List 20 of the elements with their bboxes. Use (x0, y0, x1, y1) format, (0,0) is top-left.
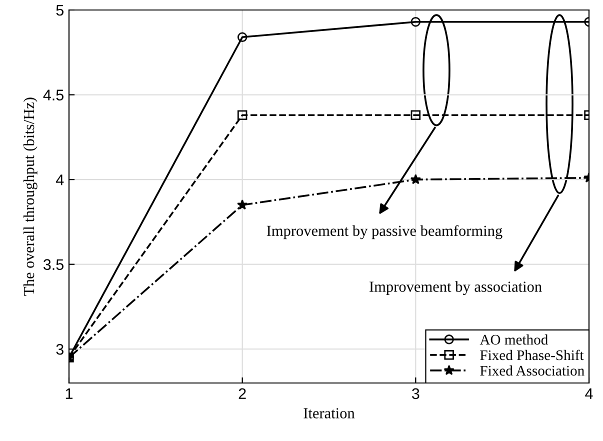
x-tick-label: 1 (66, 388, 73, 399)
y-tick-label: 4 (56, 174, 64, 186)
point (237, 199, 248, 210)
y-tick-label: 3.5 (43, 259, 64, 270)
y-tick-label: 4.5 (43, 90, 64, 100)
x-tick-label: 3 (412, 388, 420, 400)
y-tick-label: 3 (56, 344, 64, 355)
y-axis-title: The overall throughput (bits/Hz) (23, 98, 38, 296)
x-tick-label: 2 (238, 388, 246, 399)
annotation: Improvement by association (370, 281, 542, 296)
x-axis-title: Iteration (304, 408, 355, 418)
y-tick-label: 5 (56, 5, 64, 16)
legend-label: Fixed Association (480, 365, 584, 376)
point (237, 32, 248, 42)
legend-label: AO method (480, 334, 548, 345)
point (410, 17, 421, 27)
x-tick-label: 4 (585, 388, 593, 399)
legend-label: Fixed Phase-Shift (480, 350, 584, 360)
point (410, 174, 421, 184)
annotation: Improvement by passive beamforming (266, 225, 502, 240)
